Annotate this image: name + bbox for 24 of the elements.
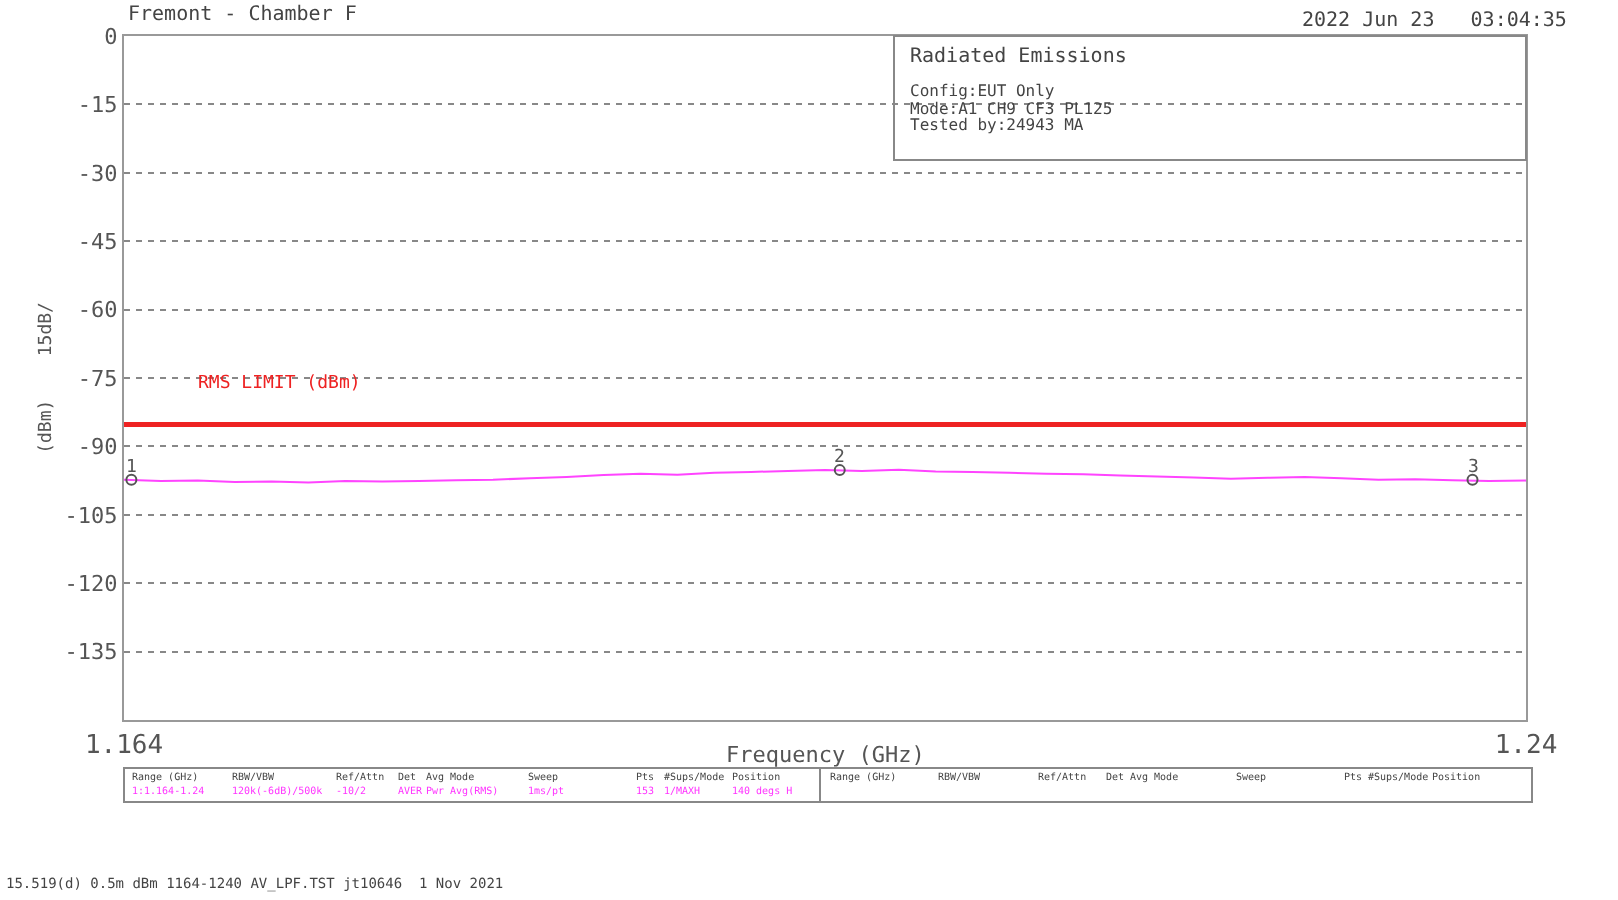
annotation: Tested by:24943 MA: [910, 116, 1084, 134]
annotation: 3: [1468, 458, 1479, 478]
y-tick-label: -15: [77, 92, 118, 119]
y-tick-label: -120: [64, 570, 118, 597]
text: 2022 Jun 23 03:04:35: [1302, 10, 1567, 32]
y-tick-label: -75: [77, 365, 118, 392]
x-axis-title: Frequency (GHz): [726, 742, 925, 768]
y-tick-label: 0: [104, 23, 118, 50]
annotation: 2: [834, 448, 845, 468]
y-axis-title: (dBm) 15dB/: [37, 302, 58, 454]
annotation: 1: [126, 458, 137, 478]
ref-line-label: RMS LIMIT (dBm): [198, 374, 361, 394]
y-tick-label: -30: [77, 160, 118, 187]
y-tick-label: -90: [77, 434, 118, 461]
y-tick-label: -135: [64, 639, 118, 666]
y-tick-label: -60: [77, 297, 118, 324]
y-tick-label: -45: [77, 228, 118, 255]
x-tick-label: 1.24: [1494, 731, 1558, 762]
x-tick-label: 1.164: [84, 731, 164, 762]
chart-title: Fremont - Chamber F: [128, 4, 357, 26]
annotation: Mode:A1 CH9 CF3 PL125: [910, 100, 1113, 118]
y-tick-label: -105: [64, 502, 118, 529]
annotation: Config:EUT Only: [910, 82, 1055, 100]
annotation: Radiated Emissions: [910, 46, 1127, 68]
